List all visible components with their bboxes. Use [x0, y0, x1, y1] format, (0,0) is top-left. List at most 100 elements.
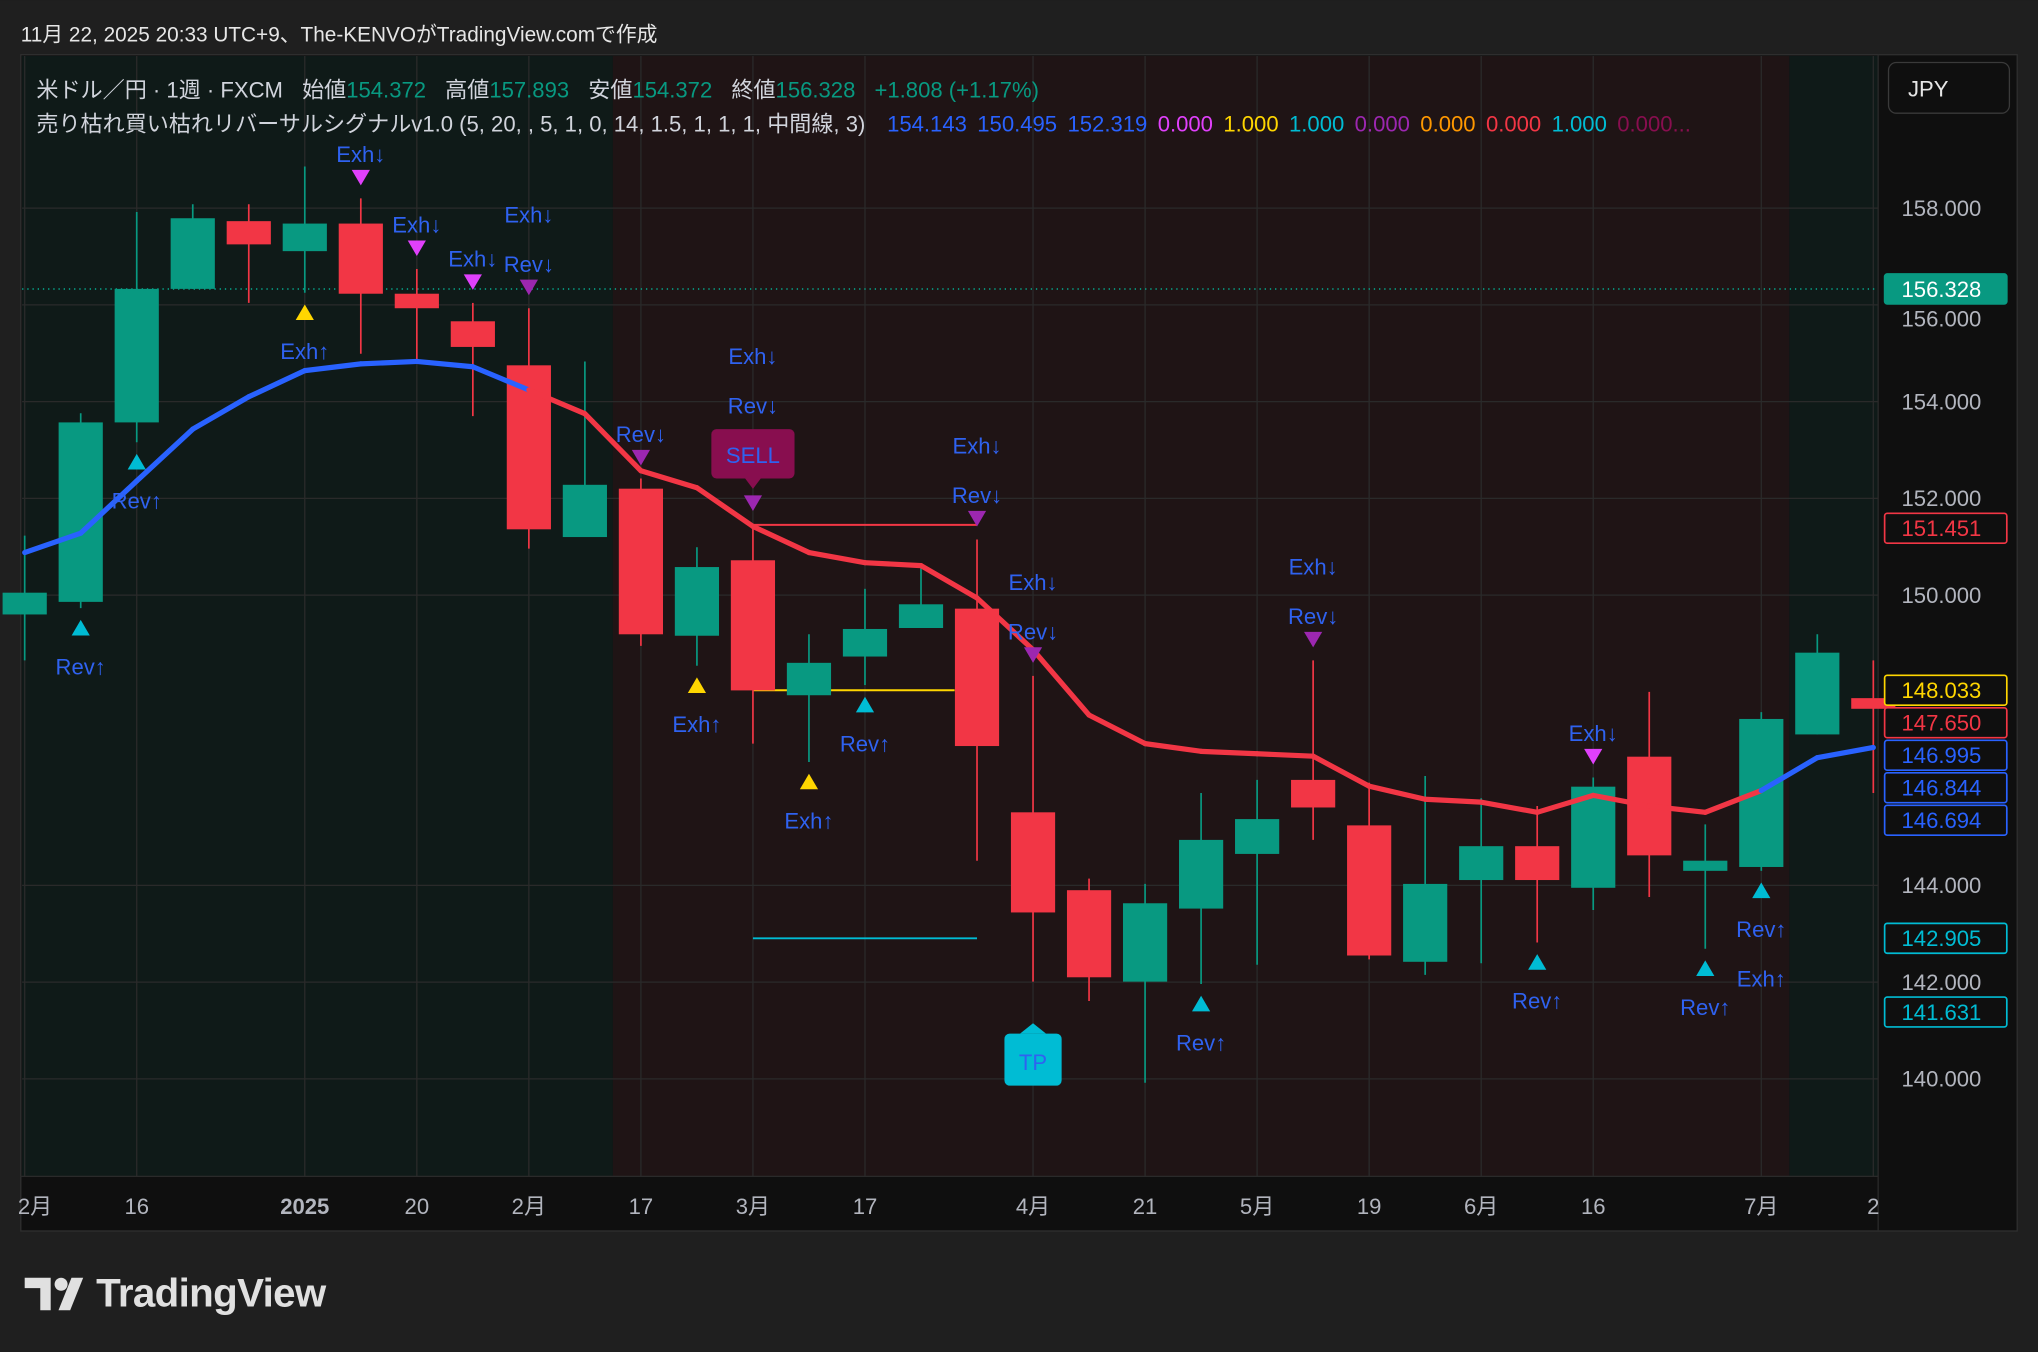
candle	[1571, 777, 1616, 911]
price-tick-label: 140.000	[1902, 1067, 1982, 1092]
time-tick-label: 7月	[1744, 1194, 1778, 1219]
indicator-legend[interactable]: 売り枯れ買い枯れリバーサルシグナルv1.0 (5, 20, , 5, 1, 0,…	[36, 111, 1691, 136]
price-axis[interactable]: 158.000 156.000 154.000 152.000 150.000 144.0…	[1902, 196, 1982, 1092]
low-label: 安値	[588, 78, 632, 103]
time-tick-label: 2025	[280, 1194, 329, 1219]
time-axis[interactable]: 2月 16 2025 20 2月 17 3月 17 4月 21 5月 19 6月 16 7月 2	[18, 1194, 1880, 1219]
price-badges: 156.328 151.451 148.033 147.650 146.995 146.8…	[1883, 273, 2008, 1028]
ma-segment	[134, 426, 196, 484]
symbol-name[interactable]: 米ドル／円 · 1週 · FXCM	[36, 78, 283, 103]
signal-label: Rev↓	[1288, 604, 1338, 629]
candle	[1403, 776, 1448, 975]
ma-segment	[1478, 799, 1540, 815]
currency-button[interactable]: JPY	[1887, 61, 2011, 114]
price-tick-label: 158.000	[1902, 196, 1982, 221]
candle-body	[1010, 812, 1056, 913]
price-badge-label: 148.033	[1902, 678, 1982, 703]
signal-marker: Rev↓	[616, 422, 666, 466]
moving-average-line	[22, 358, 1876, 815]
signal-label: Rev↑	[1736, 917, 1786, 942]
indicator-value: 150.495	[977, 111, 1057, 136]
trade-box-tp: TP	[1004, 1023, 1062, 1086]
candle	[394, 269, 439, 360]
grid	[22, 56, 1879, 1177]
time-tick-label: 16	[1581, 1194, 1606, 1219]
ma-segment	[526, 387, 588, 417]
candle-body	[1459, 846, 1504, 881]
ma-segment	[1646, 803, 1708, 815]
ma-segment	[246, 368, 308, 400]
time-tick-label: 4月	[1016, 1194, 1050, 1219]
price-badge-label: 141.631	[1902, 1000, 1982, 1025]
triangle-down-icon	[1023, 647, 1043, 663]
price-badge-bg	[1883, 674, 2008, 707]
price-tick-label: 144.000	[1902, 873, 1982, 898]
signal-marker: Exh↓	[1569, 721, 1618, 765]
currency-button-bg[interactable]	[1887, 61, 2011, 114]
trade-box-label: TP	[1019, 1050, 1047, 1075]
triangle-up-icon	[1696, 960, 1715, 977]
ma-segment	[1030, 647, 1092, 718]
low-value: 154.372	[632, 78, 712, 103]
triangle-up-icon	[799, 773, 819, 790]
candle-body	[1066, 890, 1112, 978]
indicator-value: 0.000	[1486, 111, 1541, 136]
signal-marker: Exh↑	[280, 304, 329, 364]
candle	[898, 565, 944, 628]
ma-segment	[1590, 792, 1652, 809]
legend-ohlc: 米ドル／円 · 1週 · FXCM 始値154.372 高値157.893 安値…	[36, 78, 1039, 103]
signal-label: Rev↓	[616, 422, 666, 447]
ma-segment	[414, 358, 476, 370]
time-tick-label: 20	[405, 1194, 430, 1219]
signal-marker: Rev↑	[56, 619, 106, 679]
signal-label: Rev↑	[1680, 995, 1730, 1020]
change-value: +1.808 (+1.17%)	[875, 78, 1039, 103]
time-tick-label: 2	[1867, 1194, 1879, 1219]
candle-body	[1122, 903, 1168, 982]
indicator-value: 0.000	[1420, 111, 1475, 136]
candle	[2, 535, 47, 661]
triangle-down-icon	[407, 240, 426, 257]
indicator-name[interactable]: 売り枯れ買い枯れリバーサルシグナルv1.0 (5, 20, , 5, 1, 0,…	[36, 111, 865, 136]
signal-label: Exh↑	[280, 339, 329, 364]
candle	[1235, 779, 1280, 965]
signal-label: Rev↓	[952, 483, 1002, 508]
signal-label: Exh↓	[336, 142, 385, 167]
trade-box-pointer	[745, 478, 761, 489]
candle	[618, 478, 663, 646]
price-badge: 142.905	[1883, 922, 2008, 955]
triangle-up-icon	[1191, 995, 1211, 1012]
signal-label: Rev↑	[56, 654, 106, 679]
price-tick-label: 156.000	[1902, 307, 1982, 332]
trade-box-sell: SELL	[711, 429, 795, 489]
candle-body	[954, 608, 1000, 747]
triangle-up-icon	[855, 696, 875, 713]
candle	[1122, 883, 1168, 1083]
signal-label: Exh↓	[448, 247, 497, 272]
signal-marker: Rev↓ Exh↓	[1288, 555, 1338, 648]
signal-label: Exh↓	[392, 213, 441, 238]
triangle-down-icon	[631, 449, 651, 466]
price-badge-bg	[1883, 706, 2008, 739]
signal-label: Exh↓	[728, 344, 777, 369]
price-tick-label: 154.000	[1902, 389, 1982, 414]
signal-label: Exh↓	[1569, 721, 1618, 746]
candle-body	[226, 221, 271, 245]
signal-marker: Rev↑	[1512, 954, 1562, 1014]
price-badge-label: 146.995	[1902, 743, 1982, 768]
legend: 米ドル／円 · 1週 · FXCM 始値154.372 高値157.893 安値…	[36, 78, 1691, 137]
signal-label: Exh↓	[1289, 555, 1338, 580]
candle-body	[450, 321, 495, 347]
candle-body	[1347, 825, 1392, 956]
currency-label[interactable]: JPY	[1908, 76, 1949, 101]
caption: 11月 22, 2025 20:33 UTC+9、The-KENVOがTradi…	[21, 24, 658, 47]
signal-label: Rev↑	[1512, 989, 1562, 1014]
ma-segment	[1366, 783, 1428, 802]
signal-marker: Exh↓	[448, 247, 497, 290]
time-tick-label: 6月	[1464, 1194, 1498, 1219]
signal-label: Exh↑	[672, 712, 721, 737]
signal-label: Rev↑	[1176, 1030, 1226, 1055]
close-value: 156.328	[776, 78, 856, 103]
triangle-up-icon	[1528, 954, 1547, 970]
